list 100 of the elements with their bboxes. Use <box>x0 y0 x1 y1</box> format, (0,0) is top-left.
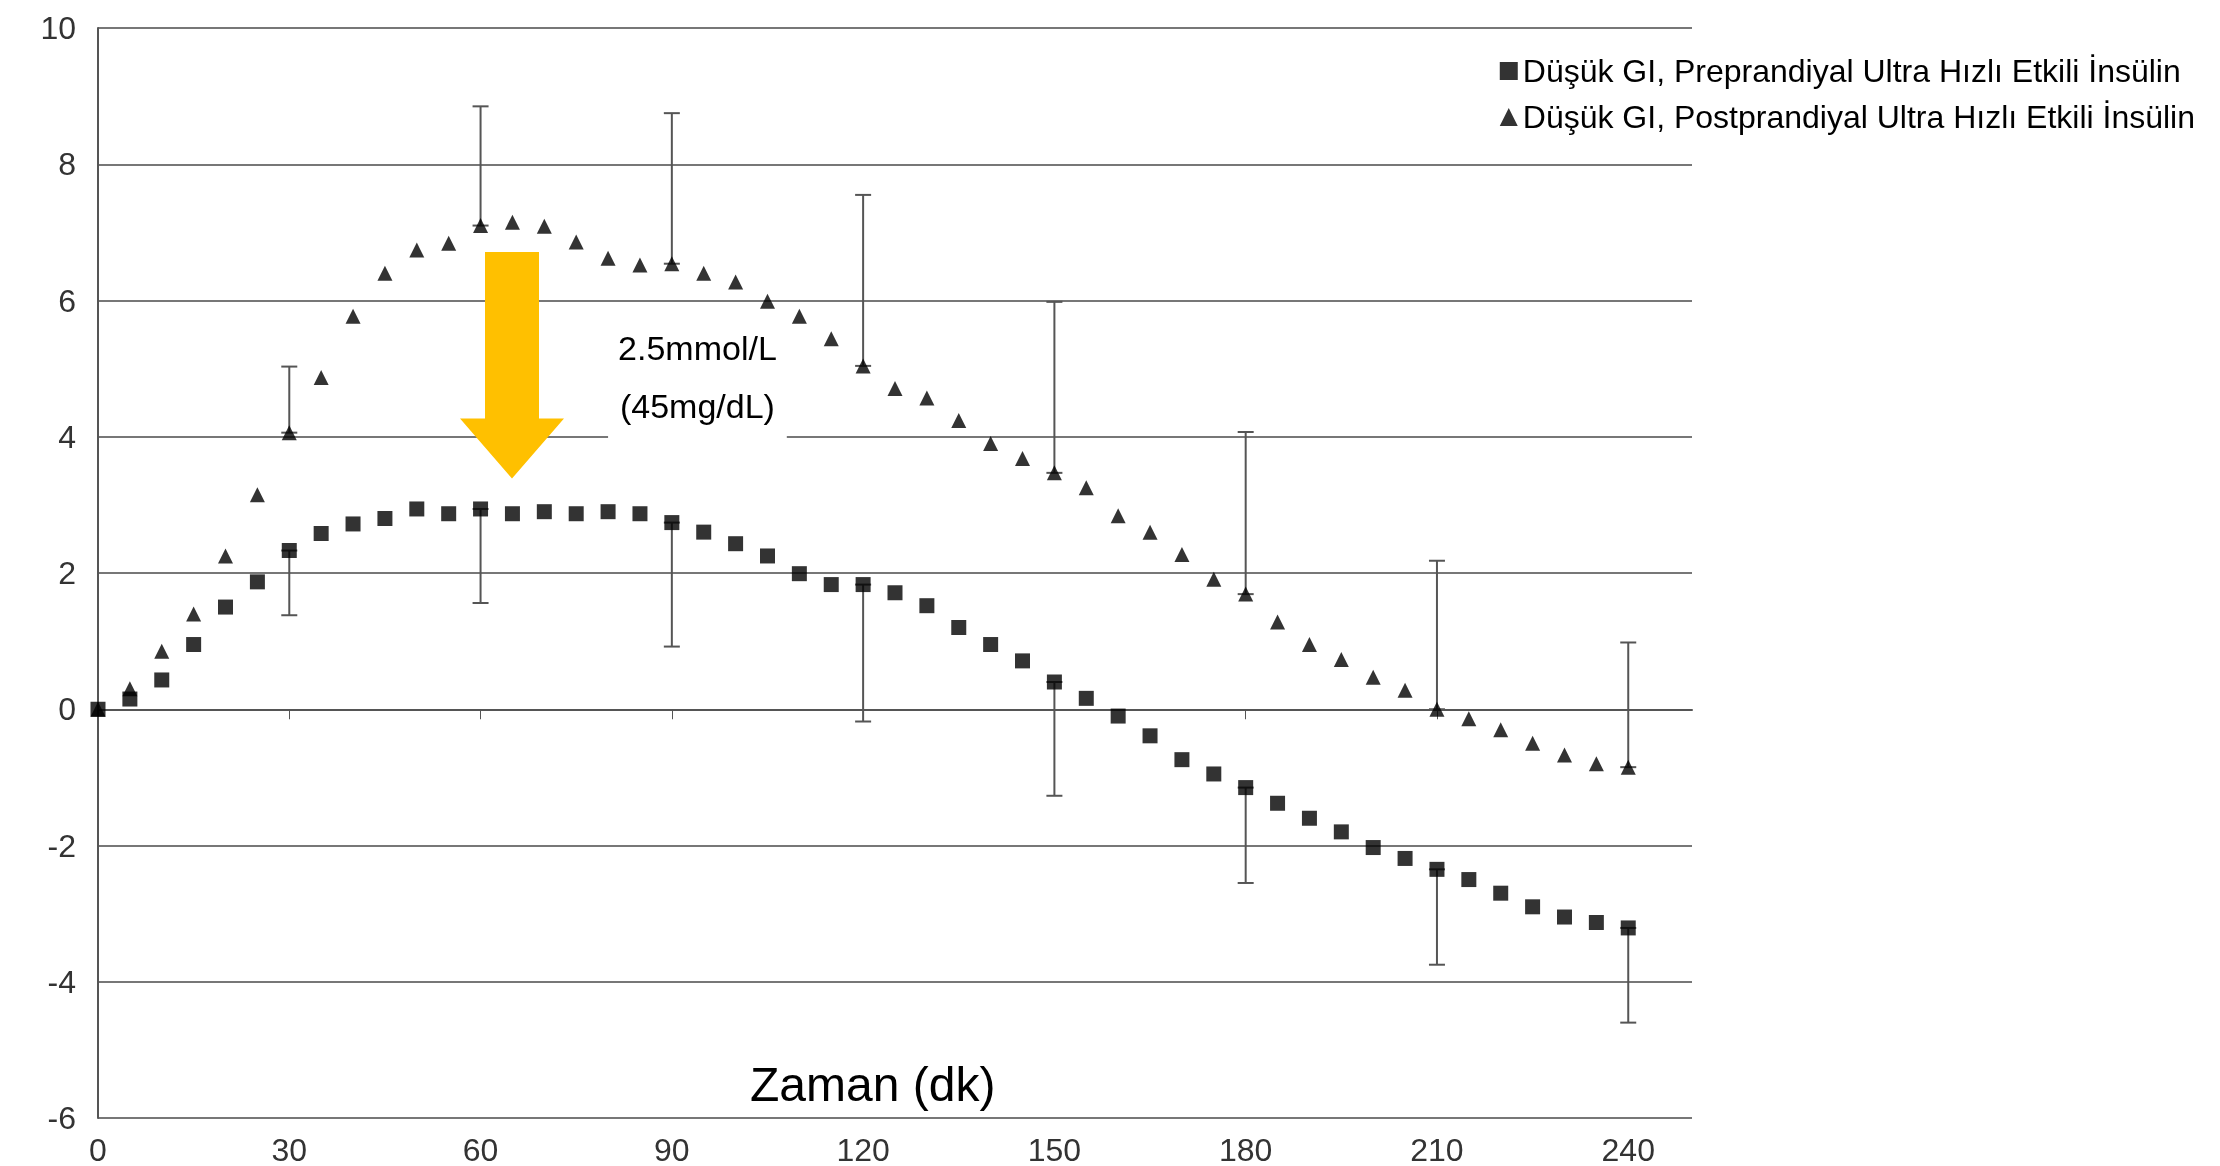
y-tick-label: -6 <box>47 1100 76 1136</box>
point <box>951 620 967 635</box>
point <box>409 501 425 517</box>
point <box>1525 899 1541 915</box>
point <box>1206 766 1222 782</box>
point <box>1110 508 1126 524</box>
point <box>1525 735 1541 751</box>
point <box>313 525 329 541</box>
point <box>1461 872 1477 888</box>
point <box>441 235 457 251</box>
point <box>1078 480 1094 496</box>
point <box>759 548 775 564</box>
point <box>1588 756 1604 772</box>
point <box>1333 824 1349 840</box>
point <box>1588 914 1604 930</box>
point <box>1015 451 1031 467</box>
point <box>441 506 457 522</box>
point <box>919 390 935 406</box>
y-tick-label: 0 <box>58 691 76 728</box>
point <box>281 425 297 441</box>
point <box>504 506 520 522</box>
point <box>568 234 584 250</box>
point <box>249 574 265 590</box>
y-tick-label: 10 <box>40 10 76 46</box>
point <box>504 214 520 230</box>
point <box>951 412 967 428</box>
point <box>600 250 616 266</box>
annotation: 2.5mmol/L (45mg/dL) <box>618 329 777 426</box>
point <box>281 543 297 559</box>
point <box>855 577 871 593</box>
point <box>1174 752 1190 768</box>
x-tick-label: 90 <box>654 1132 690 1166</box>
point <box>919 598 935 614</box>
point <box>536 504 552 520</box>
point <box>186 606 202 622</box>
point <box>345 308 361 324</box>
point <box>1206 571 1222 587</box>
point <box>1142 728 1158 744</box>
point <box>1270 614 1286 630</box>
point <box>1078 690 1094 706</box>
point <box>122 681 138 697</box>
point <box>473 501 489 517</box>
point <box>377 511 393 526</box>
x-tick-label: 150 <box>1027 1132 1082 1166</box>
point <box>345 516 361 532</box>
y-tick-label: -4 <box>47 963 76 1000</box>
point <box>1333 652 1349 668</box>
point <box>855 358 871 374</box>
point <box>186 637 202 653</box>
point <box>1461 711 1477 727</box>
point <box>1397 850 1413 866</box>
point <box>1046 465 1062 481</box>
point <box>1429 861 1445 877</box>
point <box>791 308 807 324</box>
point <box>154 643 170 659</box>
point <box>600 504 616 520</box>
point <box>218 548 234 564</box>
point <box>1365 669 1381 685</box>
y-tick-label: 6 <box>58 282 76 319</box>
y-tick-label: 4 <box>58 418 76 455</box>
legend-label: Düşük GI, Preprandiyal Ultra Hızlı Etkili İnsülin <box>1522 53 2181 89</box>
point <box>823 331 839 347</box>
x-tick-label: 210 <box>1410 1132 1464 1166</box>
x-tick-label: 180 <box>1218 1132 1273 1166</box>
point <box>568 506 584 522</box>
point <box>1238 586 1254 602</box>
point <box>249 487 265 503</box>
y-tick-label: 2 <box>58 555 76 591</box>
point <box>1556 909 1572 925</box>
x-axis-title: Zaman (dk) <box>750 1057 996 1111</box>
point <box>632 506 648 522</box>
point <box>823 577 839 593</box>
point <box>409 242 425 258</box>
x-tick-label: 60 <box>462 1132 499 1166</box>
point <box>759 293 775 309</box>
point <box>1301 810 1317 826</box>
point <box>887 585 903 601</box>
point <box>1142 524 1158 540</box>
point <box>632 257 648 273</box>
point <box>1174 547 1190 563</box>
point <box>664 515 680 531</box>
point <box>536 218 552 234</box>
point <box>887 380 903 396</box>
point <box>218 599 234 615</box>
point <box>154 672 170 688</box>
x-tick-label: 120 <box>836 1132 890 1166</box>
point <box>1620 920 1636 936</box>
point <box>791 566 807 582</box>
point <box>1015 653 1031 669</box>
point <box>1620 759 1636 775</box>
point <box>1397 682 1413 698</box>
point <box>1493 722 1509 738</box>
point <box>1301 637 1317 653</box>
point <box>1365 840 1381 856</box>
x-tick-label: 30 <box>271 1132 308 1166</box>
x-tick-label: 0 <box>89 1132 107 1166</box>
point <box>1110 708 1126 724</box>
point <box>1270 795 1286 811</box>
point <box>1493 885 1509 901</box>
point <box>1046 674 1062 690</box>
